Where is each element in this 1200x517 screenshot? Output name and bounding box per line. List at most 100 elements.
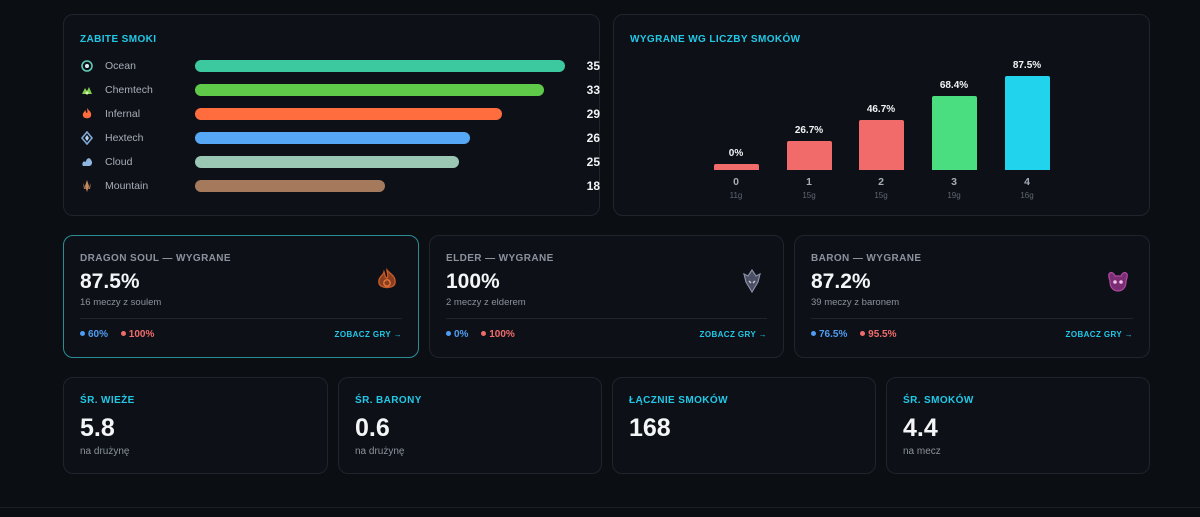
win-bar-category: 1 (806, 176, 812, 188)
stat-value: 168 (629, 414, 671, 442)
dragon-name: Chemtech (105, 84, 153, 96)
red-dot (120, 330, 126, 336)
stat-label: ŁĄCZNIE SMOKÓW (629, 395, 728, 406)
dragon-row-chemtech: Chemtech 33 (80, 83, 600, 97)
blue-side-stat: 76.5% (811, 329, 847, 340)
blue-side-value: 0% (454, 329, 469, 340)
blue-dot (446, 330, 451, 336)
dragon-bar-track (195, 180, 565, 192)
dragons-killed-card: ZABITE SMOKI Ocean 35 Chemtech 33 Infern… (63, 14, 600, 216)
chemtech-dragon-icon (82, 87, 92, 95)
objective-side-stats: 0% 100% ZOBACZ GRY → (446, 329, 767, 343)
dragons-killed-title: ZABITE SMOKI (80, 34, 157, 45)
see-games-link[interactable]: ZOBACZ GRY → (699, 330, 767, 339)
dragon-name: Infernal (105, 108, 141, 120)
win-bar-label: 46.7% (866, 103, 896, 115)
wins-bar-chart: 0% 0 11g 26.7% 1 15g 46.7% 2 15g 68.4% 3 19g 87.5% 4 1… (614, 15, 1150, 217)
footer-divider (0, 507, 1200, 508)
red-dot (481, 330, 487, 336)
red-side-value: 100% (128, 329, 155, 340)
ocean-dragon-icon (81, 60, 93, 72)
win-bar-label: 26.7% (794, 125, 824, 137)
objective-games: 39 meczy z baronem (811, 297, 900, 308)
dragon-bar-fill (195, 180, 386, 192)
see-games-link[interactable]: ZOBACZ GRY → (334, 330, 402, 339)
stat-value: 4.4 (903, 414, 938, 442)
dragon-bar-fill (195, 156, 460, 168)
stat-card-total-dragons: ŁĄCZNIE SMOKÓW 168 (612, 377, 876, 474)
dragon-count: 26 (586, 131, 600, 145)
stat-card-barons: ŚR. BARONY 0.6 na drużynę (338, 377, 602, 474)
stat-sub: na mecz (903, 446, 941, 457)
win-bar-0 (713, 164, 759, 170)
dragon-row-mountain: Mountain 18 (80, 179, 600, 193)
hextech-dragon-icon (80, 131, 94, 145)
dragon-count: 29 (586, 107, 600, 121)
dragon-row-cloud: Cloud 25 (80, 155, 600, 169)
objective-label: DRAGON SOUL — WYGRANE (80, 253, 231, 264)
elder-card[interactable]: ELDER — WYGRANE 100% 2 meczy z elderem 0… (429, 235, 784, 358)
dragon-name: Hextech (105, 132, 144, 144)
mountain-dragon-icon (83, 180, 91, 192)
blue-side-value: 76.5% (819, 329, 848, 340)
stat-label: ŚR. WIEŻE (80, 395, 135, 406)
win-bar-label: 87.5% (1012, 59, 1042, 71)
win-bar-category: 4 (1024, 176, 1030, 188)
dragon-count: 25 (586, 155, 600, 169)
win-bar-games: 11g (729, 191, 743, 200)
stat-card-towers: ŚR. WIEŻE 5.8 na drużynę (63, 377, 328, 474)
blue-side-value: 60% (88, 329, 109, 340)
dragon-name: Mountain (105, 180, 149, 192)
blue-dot (80, 330, 85, 336)
red-side-stat: 100% (120, 329, 155, 340)
dragon-bar-fill (195, 84, 544, 96)
win-bar-category: 0 (733, 176, 739, 188)
win-bar-label: 68.4% (939, 80, 969, 92)
objective-winrate: 100% (446, 270, 500, 293)
blue-side-stat: 0% (446, 329, 468, 340)
dragon-count: 33 (586, 83, 600, 97)
dragon-bar-track (195, 108, 565, 120)
baron-card[interactable]: BARON — WYGRANE 87.2% 39 meczy z baronem… (794, 235, 1150, 358)
stat-value: 5.8 (80, 414, 115, 442)
objective-side-stats: 60% 100% ZOBACZ GRY → (80, 329, 402, 343)
dragon-count: 18 (586, 179, 600, 193)
win-bar-category: 3 (951, 176, 957, 188)
win-bar-label: 0% (728, 148, 744, 159)
win-bar-games: 15g (874, 191, 888, 200)
objective-winrate: 87.2% (811, 270, 871, 293)
divider (811, 318, 1133, 319)
blue-side-stat: 60% (80, 329, 108, 340)
red-side-value: 95.5% (868, 329, 897, 340)
dragon-row-infernal: Infernal 29 (80, 107, 600, 121)
infernal-dragon-icon (82, 108, 92, 119)
wins-by-dragons-title: WYGRANE WG LICZBY SMOKÓW (630, 34, 801, 45)
objective-label: ELDER — WYGRANE (446, 253, 554, 264)
dragon-bar-track (195, 132, 565, 144)
red-side-stat: 95.5% (860, 329, 897, 340)
dragon-bar-track (195, 60, 565, 72)
dragon-soul-card[interactable]: DRAGON SOUL — WYGRANE 87.5% 16 meczy z s… (63, 235, 419, 358)
dragon-bar-fill (195, 60, 565, 72)
dragon-name: Ocean (105, 60, 136, 72)
objective-games: 16 meczy z soulem (80, 297, 162, 308)
dragon-bar-track (195, 84, 565, 96)
dragon-row-hextech: Hextech 26 (80, 131, 600, 145)
see-games-link[interactable]: ZOBACZ GRY → (1065, 330, 1133, 339)
stat-label: ŚR. SMOKÓW (903, 395, 974, 406)
win-bar-3 (931, 96, 977, 170)
red-side-stat: 100% (481, 329, 515, 340)
dragon-row-ocean: Ocean 35 (80, 59, 600, 73)
red-dot (860, 330, 866, 336)
dragon-bar-fill (195, 108, 502, 120)
cloud-dragon-icon (82, 158, 93, 166)
objective-label: BARON — WYGRANE (811, 253, 922, 264)
objective-side-stats: 76.5% 95.5% ZOBACZ GRY → (811, 329, 1133, 343)
win-bar-4 (1004, 75, 1050, 170)
blue-dot (811, 330, 816, 336)
baron-icon (1108, 271, 1128, 292)
dragon-bar-track (195, 156, 565, 168)
stat-sub: na drużynę (80, 446, 130, 457)
divider (80, 318, 402, 319)
stat-sub: na drużynę (355, 446, 405, 457)
